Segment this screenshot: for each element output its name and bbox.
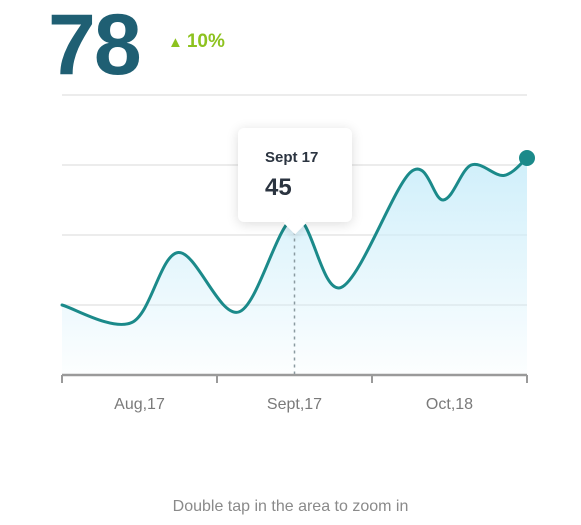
tooltip-value: 45 (265, 174, 292, 201)
zoom-hint: Double tap in the area to zoom in (172, 498, 409, 515)
x-tick-label: Oct,18 (426, 396, 473, 413)
latest-data-point[interactable] (519, 150, 535, 166)
change-percent: 10% (186, 31, 225, 52)
series-line (60, 156, 529, 326)
x-tick-label: Aug,17 (114, 396, 165, 413)
x-tick-label: Sept,17 (267, 396, 322, 413)
change-indicator: ▲ 10% (168, 31, 225, 53)
headline-value: 78 (48, 0, 142, 93)
triangle-up-icon: ▲ (168, 33, 183, 51)
tooltip: Sept 17 45 (238, 128, 352, 222)
tooltip-date: Sept 17 (265, 149, 319, 166)
